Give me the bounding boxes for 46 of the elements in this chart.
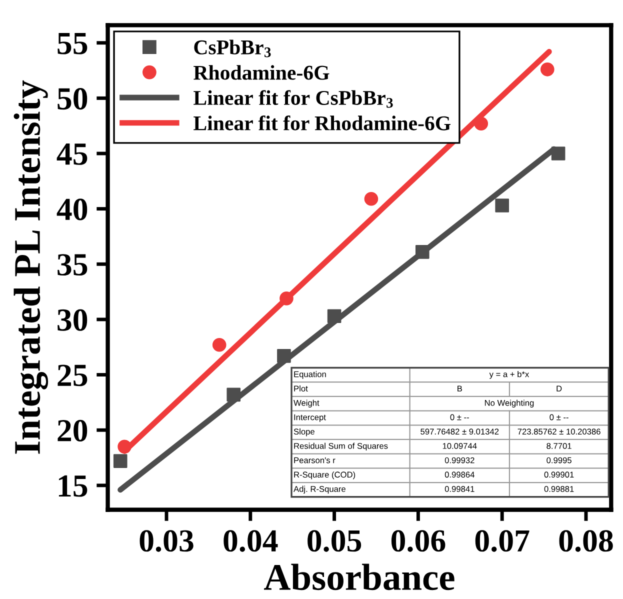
annotation: 10.09744 [442,442,477,449]
annotation: Plot [294,385,308,392]
y-tick-label: 45 [56,144,88,165]
y-tick-label: 20 [58,420,88,442]
legend-label: Linear fit for Rhodamine-6G [194,115,451,130]
annotation: Pearson's r [294,457,336,464]
annotation: D [556,386,562,392]
x-tick-label: 0.07 [475,530,530,552]
annotation: 0.99932 [444,457,474,464]
x-tick-label: 0.03 [140,530,194,552]
annotation: y = a + b*x [489,371,530,379]
y-axis-title: Integrated PL Intensity [14,80,48,454]
annotation: B [458,386,462,392]
annotation: 0.99881 [544,486,574,492]
annotation: Slope [294,428,314,436]
annotation: Adj. R-Square [294,486,346,494]
annotation: No Weighting [484,400,534,408]
x-tick-label: 0.05 [308,530,362,552]
annotation: Residual Sum of Squares [294,442,388,451]
annotation: 0.99841 [444,486,474,492]
y-tick-label: 55 [58,33,88,54]
annotation: 723.85762 ± 10.20386 [518,428,600,435]
annotation: 597.76482 ± 9.01342 [420,428,499,435]
y-tick-label: 30 [58,309,88,331]
x-tick-label: 0.06 [391,530,446,552]
annotation: 0.9995 [546,457,572,464]
legend-label: Rhodamine-6G [194,65,330,80]
annotation: 0.99901 [544,472,574,478]
annotation: 0 ± -- [450,414,469,420]
y-tick-label: 35 [58,254,88,276]
legend-label: Linear fit for CsPbBr$_{3}$ [194,90,393,108]
x-axis-title: Absorbance [264,564,454,590]
annotation: 0 ± -- [550,414,568,420]
y-tick-label: 50 [58,88,88,110]
annotation: Equation [294,371,326,379]
annotation: Weight [294,400,320,408]
x-tick-label: 0.08 [559,530,613,552]
annotation: R-Square (COD) [294,471,356,480]
annotation: Intercept [294,414,326,422]
legend-label: CsPbBr$_{3}$ [194,40,271,58]
annotation: 0.99864 [444,472,474,478]
y-tick-label: 40 [56,198,88,220]
x-tick-label: 0.04 [224,530,278,552]
y-tick-label: 25 [58,364,88,386]
annotation: 8.7701 [546,442,572,449]
y-tick-label: 15 [58,475,88,497]
